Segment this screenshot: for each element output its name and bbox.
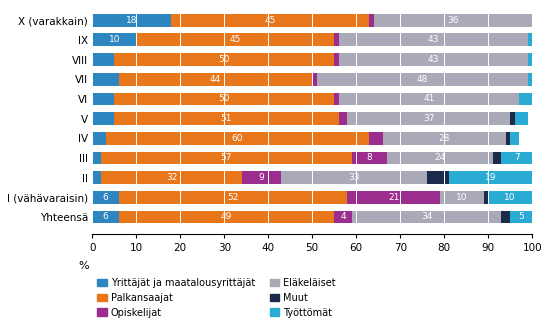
Bar (501, 152, 532, 164)
Text: 8: 8 (367, 153, 372, 162)
Bar (334, 33, 339, 46)
Text: 51: 51 (220, 114, 232, 123)
Bar (532, 14, 536, 27)
Bar (383, 132, 506, 145)
Bar (92, 152, 101, 164)
Bar (515, 112, 528, 125)
Text: 50: 50 (218, 55, 230, 64)
Text: 60: 60 (232, 134, 243, 143)
Bar (387, 152, 493, 164)
Text: 10: 10 (109, 35, 120, 44)
Text: 49: 49 (221, 212, 232, 221)
Bar (119, 210, 334, 223)
Bar (242, 171, 281, 184)
Bar (92, 14, 172, 27)
Bar (348, 191, 440, 204)
Bar (115, 112, 339, 125)
Bar (440, 191, 484, 204)
Text: 32: 32 (166, 173, 177, 182)
Text: 50: 50 (218, 95, 230, 104)
Bar (374, 14, 532, 27)
Legend: Yrittäjät ja maatalousyrittäjät, Palkansaajat, Opiskelijat, Eläkeläiset, Muut, T: Yrittäjät ja maatalousyrittäjät, Palkans… (97, 278, 336, 318)
Bar (519, 93, 532, 105)
Text: 45: 45 (230, 35, 241, 44)
Bar (92, 191, 119, 204)
Bar (449, 171, 532, 184)
Bar (92, 33, 136, 46)
Bar (317, 73, 528, 86)
Bar (352, 152, 387, 164)
Bar (339, 53, 528, 66)
Text: 45: 45 (265, 16, 276, 25)
Text: 43: 43 (427, 35, 439, 44)
Bar (339, 33, 528, 46)
Bar (101, 152, 352, 164)
Text: 37: 37 (423, 114, 434, 123)
Bar (92, 93, 115, 105)
Bar (92, 210, 119, 223)
Bar (92, 112, 115, 125)
Bar (528, 73, 532, 86)
Text: 57: 57 (220, 153, 232, 162)
Bar (92, 53, 115, 66)
Text: 7: 7 (514, 153, 520, 162)
Text: 43: 43 (427, 55, 439, 64)
Text: 52: 52 (228, 193, 239, 202)
Text: 10: 10 (456, 193, 468, 202)
Text: 10: 10 (504, 193, 516, 202)
Bar (334, 93, 339, 105)
Bar (528, 33, 532, 46)
Bar (281, 171, 427, 184)
Bar (369, 132, 383, 145)
Text: 34: 34 (421, 212, 432, 221)
Text: 24: 24 (434, 153, 445, 162)
Bar (119, 73, 312, 86)
Bar (119, 191, 348, 204)
Bar (510, 132, 519, 145)
Text: 9: 9 (259, 173, 264, 182)
Bar (92, 132, 105, 145)
Bar (115, 93, 334, 105)
Text: 48: 48 (416, 75, 428, 84)
Bar (510, 112, 515, 125)
Bar (484, 191, 488, 204)
Bar (339, 112, 348, 125)
Text: 18: 18 (126, 16, 137, 25)
Bar (334, 210, 352, 223)
Text: 5: 5 (518, 212, 524, 221)
Bar (488, 191, 532, 204)
Bar (501, 210, 510, 223)
Bar (506, 132, 510, 145)
Bar (427, 171, 449, 184)
Bar (115, 53, 334, 66)
Bar (369, 14, 374, 27)
X-axis label: %: % (78, 262, 89, 272)
Bar (493, 152, 501, 164)
Bar (528, 53, 532, 66)
Bar (92, 73, 119, 86)
Text: 28: 28 (439, 134, 450, 143)
Bar (136, 33, 334, 46)
Bar (334, 53, 339, 66)
Bar (348, 112, 510, 125)
Bar (172, 14, 369, 27)
Text: 21: 21 (388, 193, 399, 202)
Text: 6: 6 (103, 212, 109, 221)
Text: 36: 36 (447, 16, 459, 25)
Text: 4: 4 (340, 212, 346, 221)
Text: 33: 33 (348, 173, 360, 182)
Text: 44: 44 (210, 75, 221, 84)
Text: 41: 41 (423, 95, 434, 104)
Text: 19: 19 (484, 173, 496, 182)
Bar (312, 73, 317, 86)
Bar (339, 93, 519, 105)
Bar (92, 171, 101, 184)
Bar (352, 210, 501, 223)
Text: 6: 6 (103, 193, 109, 202)
Bar (510, 210, 532, 223)
Bar (101, 171, 242, 184)
Bar (105, 132, 369, 145)
